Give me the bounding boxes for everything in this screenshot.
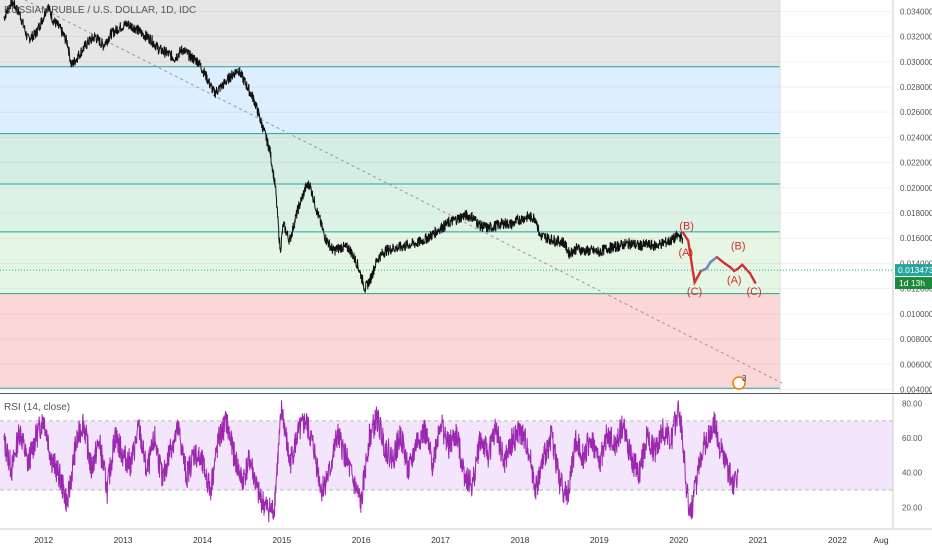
event-flag-count: 3 (742, 374, 747, 383)
time-tick-label: 2019 (590, 535, 609, 545)
time-tick-label: 2013 (114, 535, 133, 545)
price-tick-label: 0.034000 (900, 7, 932, 16)
price-tick-label: 0.014000 (900, 259, 932, 268)
price-tick-label: 0.020000 (900, 184, 932, 193)
wave-label: (B) (731, 241, 746, 253)
time-tick-label: 2020 (669, 535, 688, 545)
fib-zone (0, 293, 780, 389)
price-tick-label: 0.004000 (900, 385, 932, 394)
wave-label: (B) (679, 220, 694, 232)
time-tick-label: 2015 (272, 535, 291, 545)
price-tick-label: 0.032000 (900, 33, 932, 42)
rsi-tick-label: 80.00 (902, 400, 923, 409)
price-tick-label: 0.022000 (900, 159, 932, 168)
time-tick-label: 2022 (828, 535, 847, 545)
event-flag-icon[interactable]: 3 (732, 374, 747, 390)
price-tick-label: 0.018000 (900, 209, 932, 218)
countdown-badge (895, 277, 932, 290)
price-axis[interactable]: 0.004000 0.006000 0.008000 0.010000 0.012000… (892, 0, 932, 394)
price-pane[interactable]: (B) (A) (C) (B) (A) (C) RUSSIAN RUBLE / U.S. … (0, 0, 893, 392)
fib-zone (0, 133, 780, 185)
wave-labels: (B) (A) (C) (B) (A) (C) (678, 220, 761, 298)
rsi-tick-label: 60.00 (902, 434, 923, 443)
price-tick-label: 0.024000 (900, 133, 932, 142)
wave-label: (A) (678, 247, 693, 259)
wave-label: (A) (727, 275, 742, 287)
rsi-axis-ticks: 20.00 40.00 60.00 80.00 (902, 400, 923, 513)
price-tick-label: 0.026000 (900, 108, 932, 117)
symbol-title[interactable]: RUSSIAN RUBLE / U.S. DOLLAR, 1D, IDC (4, 5, 196, 16)
time-axis[interactable]: 2012 2013 2014 2015 2016 2017 2018 2019 2020 2021… (0, 528, 932, 545)
countdown-label: 1d 13h (899, 278, 925, 288)
time-tick-label: 2021 (749, 535, 768, 545)
price-tick-label: 0.010000 (900, 310, 932, 319)
fib-zone (0, 66, 780, 134)
wave-label: (C) (687, 286, 702, 298)
time-axis-ticks: 2012 2013 2014 2015 2016 2017 2018 2019 2020 2021… (34, 535, 889, 545)
fibonacci-zones (0, 0, 781, 392)
price-tick-label: 0.006000 (900, 360, 932, 369)
fib-zone (0, 184, 780, 232)
time-tick-label: 2016 (352, 535, 371, 545)
wave-projection-blue-segment (700, 256, 718, 272)
price-tick-label: 0.008000 (900, 335, 932, 344)
price-series-line (3, 0, 684, 294)
time-tick-label: 2017 (431, 535, 450, 545)
time-tick-label: 2014 (193, 535, 212, 545)
rsi-title[interactable]: RSI (14, close) (4, 402, 70, 413)
time-tick-label: Aug (874, 535, 889, 545)
price-tick-label: 0.016000 (900, 234, 932, 243)
price-tick-label: 0.028000 (900, 83, 932, 92)
rsi-series-line (3, 400, 739, 523)
rsi-tick-label: 20.00 (902, 503, 923, 512)
price-tick-label: 0.012000 (900, 285, 932, 294)
rsi-pane[interactable]: RSI (14, close) 20.00 40.00 60.00 80.00 (0, 395, 923, 528)
event-flag-circle (732, 376, 746, 390)
wave-label: (C) (746, 286, 761, 298)
wave-projection-line[interactable] (681, 231, 757, 286)
time-tick-label: 2012 (34, 535, 53, 545)
fib-zone (0, 0, 780, 67)
rsi-tick-label: 40.00 (902, 469, 923, 478)
last-price-label: 0.013473 (898, 265, 932, 275)
time-tick-label: 2018 (510, 535, 529, 545)
last-price-badge (895, 264, 932, 277)
price-axis-ticks: 0.004000 0.006000 0.008000 0.010000 0.012000… (900, 7, 932, 394)
price-tick-label: 0.030000 (900, 58, 932, 67)
